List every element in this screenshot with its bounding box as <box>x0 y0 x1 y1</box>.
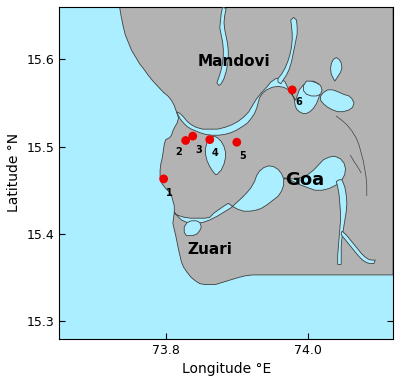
Point <box>182 137 189 144</box>
Text: 3: 3 <box>195 145 202 155</box>
Y-axis label: Latitude °N: Latitude °N <box>7 133 21 212</box>
Text: 5: 5 <box>240 151 246 161</box>
Polygon shape <box>336 180 347 264</box>
Point <box>160 176 167 182</box>
Polygon shape <box>174 166 284 223</box>
Polygon shape <box>321 90 354 112</box>
Point <box>207 137 213 143</box>
Text: Goa: Goa <box>285 171 324 189</box>
Polygon shape <box>284 156 346 190</box>
Text: 2: 2 <box>176 147 182 157</box>
Point <box>234 139 240 145</box>
Text: 4: 4 <box>212 148 219 158</box>
Point <box>289 87 295 93</box>
Polygon shape <box>330 57 342 81</box>
Polygon shape <box>217 7 228 85</box>
Polygon shape <box>120 7 393 285</box>
X-axis label: Longitude °E: Longitude °E <box>182 362 271 376</box>
Polygon shape <box>206 136 226 175</box>
Text: 6: 6 <box>296 97 302 107</box>
Point <box>190 133 196 139</box>
Polygon shape <box>184 221 201 236</box>
Polygon shape <box>304 81 322 96</box>
Polygon shape <box>341 231 375 264</box>
Text: Mandovi: Mandovi <box>198 54 270 69</box>
Polygon shape <box>278 17 297 84</box>
Text: 1: 1 <box>166 188 172 198</box>
Polygon shape <box>176 79 321 135</box>
Text: Zuari: Zuari <box>187 242 232 257</box>
